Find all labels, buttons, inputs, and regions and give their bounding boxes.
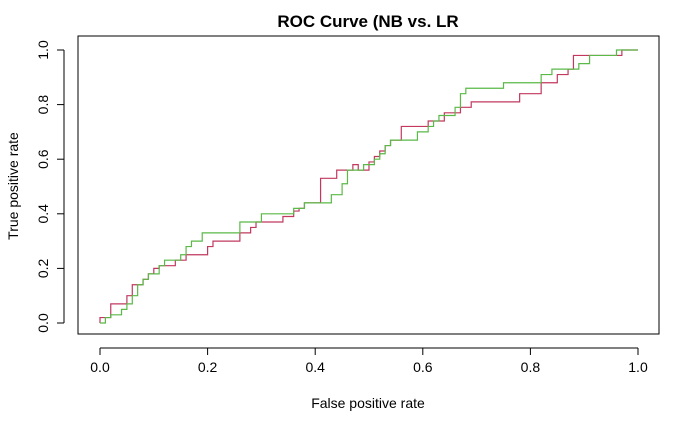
y-tick-label: 0.6: [35, 149, 51, 169]
x-tick-label: 0.4: [305, 359, 325, 375]
x-tick-label: 1.0: [628, 359, 648, 375]
x-tick-label: 0.2: [198, 359, 218, 375]
x-tick-label: 0.6: [413, 359, 433, 375]
x-axis-label: False positive rate: [311, 395, 425, 411]
y-tick-label: 0.0: [35, 313, 51, 333]
y-tick-label: 0.4: [35, 204, 51, 224]
roc-line-green: [100, 49, 638, 324]
x-tick-label: 0.0: [90, 359, 110, 375]
x-tick-label: 0.8: [521, 359, 541, 375]
roc-series-layer: [99, 49, 638, 324]
y-tick-label: 0.2: [35, 258, 51, 278]
roc-line-red: [99, 49, 638, 323]
y-axis-ticks: 0.0 0.2 0.4 0.6 0.8 1.0: [35, 40, 64, 333]
x-axis-ticks: 0.0 0.2 0.4 0.6 0.8 1.0: [90, 348, 648, 375]
y-axis-label: True positive rate: [5, 132, 21, 240]
plot-area: [77, 35, 660, 335]
y-tick-label: 0.8: [35, 95, 51, 115]
chart-title: ROC Curve (NB vs. LR: [277, 12, 458, 31]
y-tick-label: 1.0: [35, 40, 51, 60]
